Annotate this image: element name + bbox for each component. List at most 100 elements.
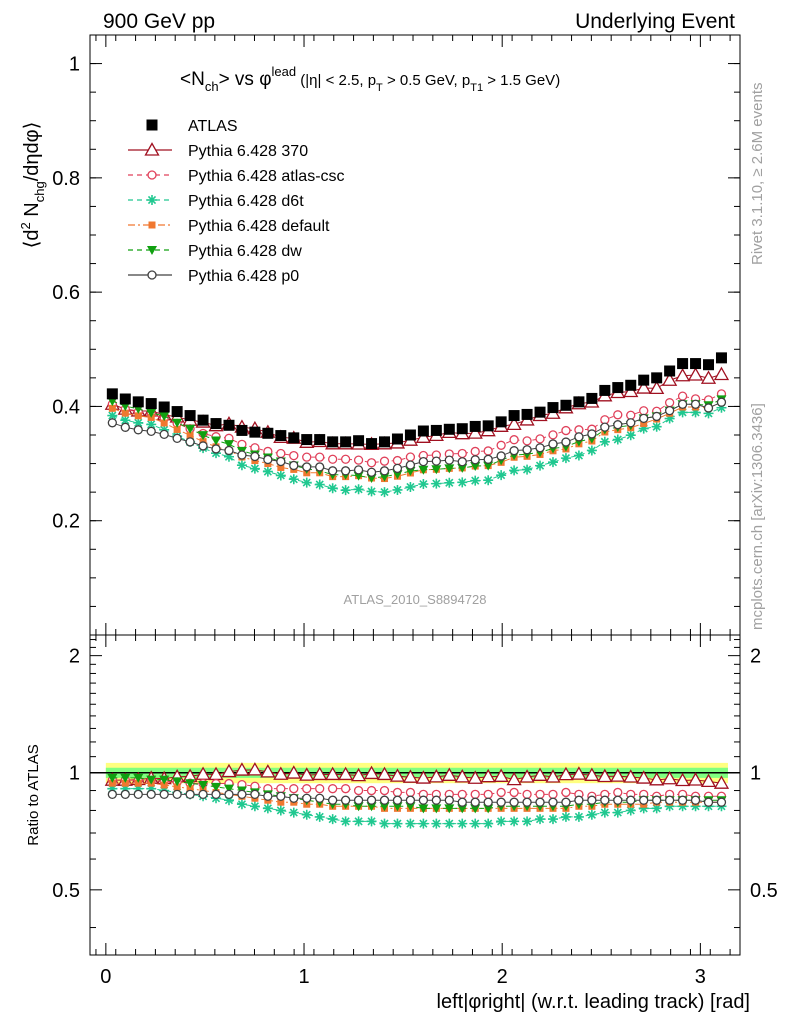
ratio-point-p0 xyxy=(664,795,675,805)
ylabel-part-c: /dηdφ⟩ xyxy=(21,122,43,182)
main-point-ATLAS xyxy=(612,382,624,394)
ratio-point-d6t xyxy=(535,814,546,825)
main-point-dw xyxy=(159,412,170,422)
legend-entry-p370: Pythia 6.428 370 xyxy=(128,142,308,160)
ratio-axis-ticks: 0 1 2 3 0.5 0.5 1 1 2 2 xyxy=(52,635,778,988)
ratio-point-p370 xyxy=(700,773,717,788)
ratio-point-p0 xyxy=(587,795,597,805)
ratio-point-p370 xyxy=(221,763,237,778)
ratio-point-p0 xyxy=(613,795,623,805)
main-point-ATLAS xyxy=(249,426,261,438)
main-point-d6t xyxy=(535,460,546,471)
main-point-ATLAS xyxy=(145,398,157,410)
ratio-point-p370 xyxy=(247,762,263,776)
main-point-atlascsc xyxy=(522,436,532,446)
main-point-ATLAS xyxy=(534,406,546,418)
main-point-ATLAS xyxy=(340,436,352,448)
header-left: 900 GeV pp xyxy=(103,10,215,33)
main-point-p0 xyxy=(716,397,727,407)
ratio-point-p370 xyxy=(234,762,250,776)
main-point-ATLAS xyxy=(132,396,144,408)
ratio-point-atlascsc xyxy=(379,785,390,796)
ratio-point-dw xyxy=(223,784,234,794)
main-point-d6t xyxy=(340,485,351,496)
main-point-dw xyxy=(353,471,364,481)
title-part-d: > 0.5 GeV, p xyxy=(383,72,470,89)
legend-marker-atlascsc xyxy=(147,170,157,180)
main-point-p0 xyxy=(600,422,610,432)
ratio-point-p0 xyxy=(237,789,247,799)
ratio-point-d6t xyxy=(625,805,636,816)
ratio-point-p0 xyxy=(639,795,649,805)
ratio-point-atlascsc xyxy=(276,784,286,794)
main-series-p0 xyxy=(107,397,727,477)
ratio-point-d6t xyxy=(288,807,299,818)
main-point-atlascsc xyxy=(613,410,623,420)
ratio-point-d6t xyxy=(586,809,597,820)
ratio-point-d6t xyxy=(405,818,416,829)
main-point-p0 xyxy=(639,413,649,424)
ylabel-sub-b: chg xyxy=(32,181,47,202)
legend-entry-dw: Pythia 6.428 dw xyxy=(128,243,302,260)
ratio-point-d6t xyxy=(496,816,507,827)
main-point-p0 xyxy=(276,456,286,467)
y-tick-label: 0.4 xyxy=(52,396,80,418)
ratio-point-dw xyxy=(159,775,170,785)
main-point-p370 xyxy=(415,429,431,443)
legend-marker-d6t xyxy=(147,195,157,205)
main-point-p0 xyxy=(470,455,480,465)
ratio-point-d6t xyxy=(547,814,558,825)
main-point-p0 xyxy=(120,422,130,432)
ratio-point-d6t xyxy=(223,795,234,806)
legend: ATLAS Pythia 6.428 370 Pythia 6.428 atlas-… xyxy=(128,118,345,285)
main-point-atlascsc xyxy=(561,425,571,436)
y-axis-label: ⟨d2 Nchg/dηdφ⟩ xyxy=(18,122,47,249)
main-point-d6t xyxy=(107,410,118,421)
title-sub-a: ch xyxy=(205,79,219,94)
main-point-ATLAS xyxy=(366,438,378,450)
main-axis-ticks: 0.2 0.4 0.6 0.8 1 xyxy=(52,35,740,635)
main-point-p370 xyxy=(700,370,717,384)
main-point-ATLAS xyxy=(171,406,183,418)
main-point-ATLAS xyxy=(119,393,131,405)
main-point-d6t xyxy=(301,477,312,488)
main-point-d6t xyxy=(120,415,131,426)
ratio-point-atlascsc xyxy=(496,787,506,798)
main-point-d6t xyxy=(314,479,325,490)
ratio-point-d6t xyxy=(275,805,286,816)
ratio-point-p0 xyxy=(600,795,610,805)
main-point-d6t xyxy=(716,402,727,413)
main-point-dw xyxy=(470,462,481,472)
main-point-p0 xyxy=(535,443,545,453)
ratio-point-p370 xyxy=(338,766,354,781)
main-point-atlascsc xyxy=(353,455,364,465)
ratio-point-d6t xyxy=(690,801,701,812)
ratio-point-p0 xyxy=(457,797,467,807)
main-series-ATLAS xyxy=(106,352,727,450)
ratio-point-atlascsc xyxy=(340,784,351,794)
main-point-ATLAS xyxy=(288,432,300,444)
main-point-p0 xyxy=(315,462,325,472)
main-point-dw xyxy=(483,461,494,471)
main-point-d6t xyxy=(509,465,520,476)
ratio-point-default xyxy=(186,785,194,793)
main-point-ATLAS xyxy=(495,416,507,428)
ratio-series-d6t xyxy=(107,783,727,829)
ratio-point-atlascsc xyxy=(405,787,416,798)
ratio-point-dw xyxy=(146,775,157,785)
main-point-d6t xyxy=(379,487,390,498)
ratio-point-d6t xyxy=(509,816,520,827)
main-point-ATLAS xyxy=(301,434,313,446)
ratio-point-p0 xyxy=(366,795,377,805)
ratio-point-p370 xyxy=(623,769,639,783)
ratio-point-d6t xyxy=(107,783,118,794)
ratio-point-p0 xyxy=(289,793,299,803)
ratio-point-default xyxy=(173,783,181,791)
main-point-default xyxy=(108,404,116,412)
ratio-point-dw xyxy=(431,804,442,814)
legend-marker-dw xyxy=(147,246,157,255)
ratio-point-p0 xyxy=(392,795,403,805)
ratio-point-d6t xyxy=(651,803,662,814)
legend-label-p370: Pythia 6.428 370 xyxy=(188,143,308,160)
